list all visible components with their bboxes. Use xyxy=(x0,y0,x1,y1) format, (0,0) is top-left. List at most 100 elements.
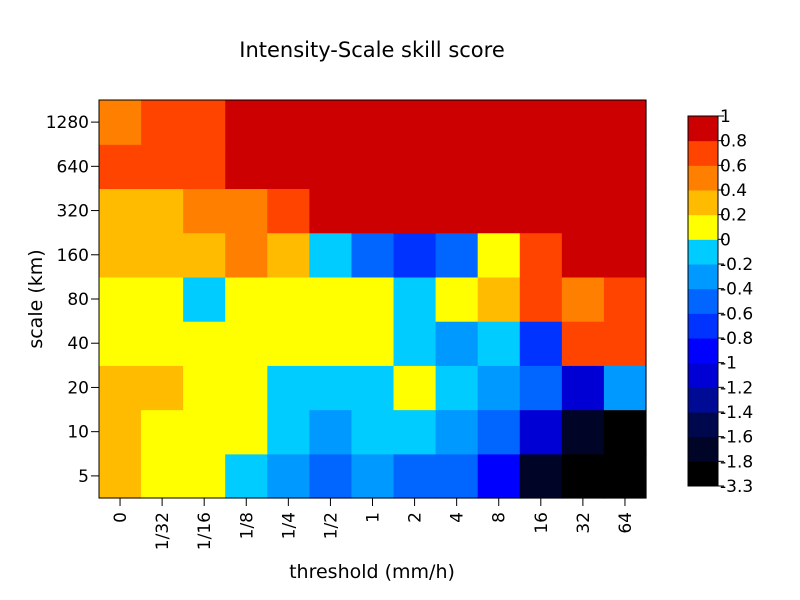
heatmap-cell xyxy=(309,365,353,411)
x-tick-label: 64 xyxy=(616,512,636,534)
heatmap-cell xyxy=(267,232,310,278)
heatmap-cell xyxy=(603,100,647,145)
heatmap-cell xyxy=(603,365,647,411)
heatmap-cell xyxy=(225,409,268,455)
heatmap-cell xyxy=(477,144,521,190)
heatmap-cell xyxy=(435,232,479,278)
heatmap-cell xyxy=(267,453,310,499)
colorbar-swatch xyxy=(688,412,718,438)
heatmap-cell xyxy=(519,144,563,190)
heatmap-cell xyxy=(183,321,226,366)
y-tick-label: 20 xyxy=(67,378,89,398)
heatmap-cell xyxy=(393,409,437,455)
heatmap-cell xyxy=(99,100,142,145)
heatmap-cell xyxy=(99,365,142,411)
colorbar-swatch xyxy=(688,461,718,487)
heatmap-cell xyxy=(267,188,310,234)
y-tick-label: 40 xyxy=(67,334,89,354)
heatmap-cell xyxy=(99,232,142,278)
heatmap-cell xyxy=(225,321,268,366)
heatmap-cell xyxy=(141,100,184,145)
heatmap-cell xyxy=(99,409,142,455)
heatmap-cell xyxy=(141,365,184,411)
heatmap-cell xyxy=(99,276,142,322)
colorbar-frame xyxy=(687,115,719,487)
heatmap-cell xyxy=(267,321,310,366)
heatmap-cell xyxy=(435,188,479,234)
heatmap-cell xyxy=(351,409,395,455)
y-tick-label: 640 xyxy=(57,157,89,177)
colorbar-tick-label: 1 xyxy=(720,107,731,127)
colorbar-swatch xyxy=(688,239,718,265)
heatmap-cell xyxy=(309,100,353,145)
x-axis-label: threshold (mm/h) xyxy=(289,561,455,583)
heatmap-cell xyxy=(435,365,479,411)
colorbar-tick-label: -1.2 xyxy=(720,378,753,398)
heatmap-cell xyxy=(309,276,353,322)
heatmap-cell xyxy=(141,188,184,234)
heatmap-cell xyxy=(351,276,395,322)
heatmap-cell xyxy=(477,232,521,278)
colorbar-swatch xyxy=(688,387,718,413)
heatmap-cell xyxy=(477,453,521,499)
colorbar-tick-label: 0.8 xyxy=(720,132,747,152)
heatmap-cell xyxy=(183,276,226,322)
chart-title: Intensity-Scale skill score xyxy=(239,38,505,62)
y-tick-label: 160 xyxy=(57,246,89,266)
heatmap-cell xyxy=(435,453,479,499)
colorbar-swatch xyxy=(688,190,718,216)
heatmap-cell xyxy=(141,453,184,499)
heatmap-cell xyxy=(519,188,563,234)
colorbar: -3.3 -1.8 -1.6 -1.4 -1.2 -1 -0.8 -0.6 -0.4 -0.2 0 0… xyxy=(687,107,753,497)
heatmap-cell xyxy=(351,365,395,411)
heatmap-cell xyxy=(519,453,563,499)
colorbar-tick-label: -1 xyxy=(720,354,737,374)
heatmap-cell xyxy=(351,144,395,190)
heatmap-cell xyxy=(183,453,226,499)
heatmap-cell xyxy=(519,100,563,145)
heatmap-cell xyxy=(141,409,184,455)
heatmap-cell xyxy=(561,100,605,145)
colorbar-swatch xyxy=(688,338,718,364)
heatmap-cell xyxy=(183,144,226,190)
heatmap-cell xyxy=(225,188,268,234)
heatmap-cells xyxy=(99,100,647,499)
y-tick-label: 80 xyxy=(67,290,89,310)
heatmap-cell xyxy=(309,453,353,499)
heatmap-cell xyxy=(351,232,395,278)
heatmap-cell xyxy=(183,365,226,411)
heatmap-cell xyxy=(561,365,605,411)
heatmap-cell xyxy=(309,321,353,366)
x-tick-label: 1/2 xyxy=(321,512,341,539)
heatmap-cell xyxy=(603,188,647,234)
colorbar-tick-label: 0.4 xyxy=(720,181,747,201)
heatmap-cell xyxy=(477,188,521,234)
heatmap-cell xyxy=(309,232,353,278)
heatmap-cell xyxy=(225,100,268,145)
heatmap-cell xyxy=(141,144,184,190)
heatmap-cell xyxy=(99,144,142,190)
colorbar-swatch xyxy=(688,140,718,166)
heatmap-cell xyxy=(225,365,268,411)
colorbar-swatch xyxy=(688,436,718,462)
colorbar-tick-label: -1.4 xyxy=(720,403,753,423)
colorbar-tick-label: -3.3 xyxy=(720,477,753,497)
x-axis: 0 1/32 1/16 1/8 1/4 1/2 1 2 4 8 16 32 64 xyxy=(111,498,636,550)
heatmap-cell xyxy=(141,232,184,278)
heatmap-cell xyxy=(435,321,479,366)
heatmap-cell xyxy=(183,232,226,278)
heatmap-cell xyxy=(561,453,605,499)
colorbar-tick-label: -1.6 xyxy=(720,428,753,448)
heatmap-cell xyxy=(393,188,437,234)
heatmap-cell xyxy=(603,321,647,366)
heatmap-cell xyxy=(519,409,563,455)
colorbar-tick-label: -0.6 xyxy=(720,304,753,324)
colorbar-swatch xyxy=(688,116,718,142)
heatmap-cell xyxy=(519,232,563,278)
heatmap-cell xyxy=(477,409,521,455)
heatmap-cell xyxy=(225,144,268,190)
heatmap-cell xyxy=(393,276,437,322)
heatmap-cell xyxy=(183,100,226,145)
heatmap-cell xyxy=(393,321,437,366)
x-tick-label: 0 xyxy=(111,512,131,523)
